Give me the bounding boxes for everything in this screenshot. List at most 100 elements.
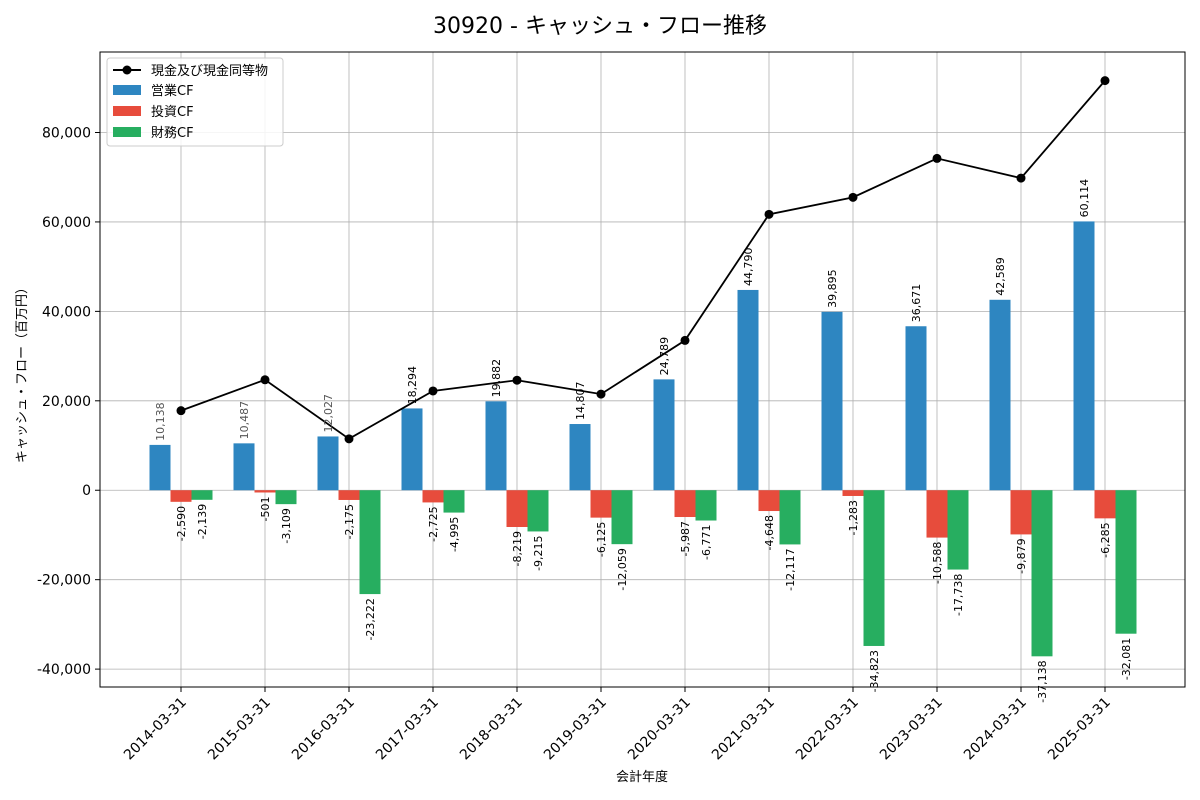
y-tick-label: 40,000 [42,304,91,320]
financing-cf-bar [527,490,549,532]
investing-cf-bar [422,490,444,503]
operating-cf-label: 39,895 [826,269,839,308]
investing-cf-label: -2,175 [343,504,356,539]
cash-equivalents-point [596,389,606,399]
cash-equivalents-point [680,335,690,345]
financing-cf-bar [695,490,717,521]
cash-equivalents-point [932,153,942,163]
operating-cf-label: 42,589 [994,257,1007,296]
financing-cf-bar [443,490,465,513]
legend-swatch-operating [113,85,141,95]
investing-cf-bar [1010,490,1032,535]
plot-frame [99,51,1186,688]
operating-cf-bar [1073,221,1095,491]
operating-cf-label: 60,114 [1078,179,1091,218]
legend: 現金及び現金同等物 営業CF 投資CF 財務CF [106,57,284,147]
operating-cf-label: 36,671 [910,284,923,323]
investing-cf-label: -2,725 [427,506,440,541]
y-tick-label: -20,000 [37,573,91,589]
operating-cf-label: 10,138 [154,402,167,441]
y-tick-label: -40,000 [37,662,91,678]
x-axis-label: 会計年度 [616,769,668,785]
investing-cf-bar [842,490,864,496]
x-tick-label: 2015-03-31 [205,695,274,764]
operating-cf-bar [317,436,339,491]
investing-cf-bar [170,490,192,502]
bar-layer [149,221,1137,657]
operating-cf-label: 18,294 [406,366,419,405]
operating-cf-bar [569,424,591,491]
financing-cf-label: -12,059 [616,548,629,590]
financing-cf-label: -12,117 [784,548,797,590]
y-tick-label: 20,000 [42,394,91,410]
operating-cf-bar [233,443,255,491]
investing-cf-bar [926,490,948,538]
legend-label-investing: 投資CF [151,104,194,120]
legend-line-marker [122,65,132,75]
cash-equivalents-point [176,406,186,416]
cash-equivalents-point [1016,173,1026,183]
financing-cf-label: -9,215 [532,535,545,570]
x-tick-label: 2019-03-31 [541,695,610,764]
financing-cf-bar [1115,490,1137,634]
data-label-layer: 10,138 10,487 12,027 18,294 19,882 14,807 24,7… [154,179,1133,703]
investing-cf-bar [1094,490,1116,519]
investing-cf-bar [674,490,696,518]
operating-cf-bar [653,379,675,491]
cash-equivalents-point [344,434,354,444]
cash-equivalents-point [764,209,774,219]
operating-cf-bar [989,299,1011,491]
investing-cf-label: -10,588 [931,542,944,584]
x-tick-label: 2014-03-31 [121,695,190,764]
financing-cf-label: -23,222 [364,598,377,640]
operating-cf-bar [821,311,843,491]
chart-title: 30920 - キャッシュ・フロー推移 [433,14,767,39]
investing-cf-bar [338,490,360,500]
financing-cf-bar [275,490,297,505]
operating-cf-label: 44,790 [742,247,755,286]
investing-cf-label: -4,648 [763,515,776,550]
operating-cf-label: 10,487 [238,401,251,440]
financing-cf-bar [947,490,969,570]
legend-box [106,57,284,147]
operating-cf-label: 19,882 [490,359,503,398]
financing-cf-bar [1031,490,1053,657]
grid-layer [100,52,1185,687]
cash-equivalents-point [260,375,270,385]
operating-cf-bar [149,444,171,491]
financing-cf-label: -4,995 [448,517,461,552]
financing-cf-bar [359,490,381,595]
financing-cf-bar [191,490,213,500]
x-tick-label: 2024-03-31 [961,695,1030,764]
investing-cf-bar [506,490,528,527]
investing-cf-bar [590,490,612,518]
y-tick-label: 60,000 [42,215,91,231]
investing-cf-label: -6,125 [595,522,608,557]
cash-equivalents-point [1100,76,1110,86]
financing-cf-bar [611,490,633,545]
investing-cf-label: -8,219 [511,531,524,566]
financing-cf-bar [779,490,801,545]
financing-cf-label: -17,738 [952,574,965,616]
financing-cf-label: -34,823 [868,650,881,692]
y-tick-label: 80,000 [42,125,91,141]
operating-cf-bar [737,289,759,491]
investing-cf-label: -501 [259,496,272,521]
operating-cf-bar [905,326,927,491]
legend-label-operating: 営業CF [151,83,194,99]
investing-cf-label: -6,285 [1099,522,1112,557]
x-tick-label: 2021-03-31 [709,695,778,764]
x-tick-label: 2016-03-31 [289,695,358,764]
financing-cf-label: -2,139 [196,504,209,539]
investing-cf-bar [758,490,780,512]
financing-cf-label: -37,138 [1036,660,1049,702]
x-tick-label: 2017-03-31 [373,695,442,764]
x-tick-label: 2023-03-31 [877,695,946,764]
investing-cf-bar [254,490,276,493]
investing-cf-label: -2,590 [175,506,188,541]
operating-cf-bar [485,401,507,491]
investing-cf-label: -9,879 [1015,538,1028,573]
financing-cf-bar [863,490,885,646]
legend-label-financing: 財務CF [151,126,194,141]
